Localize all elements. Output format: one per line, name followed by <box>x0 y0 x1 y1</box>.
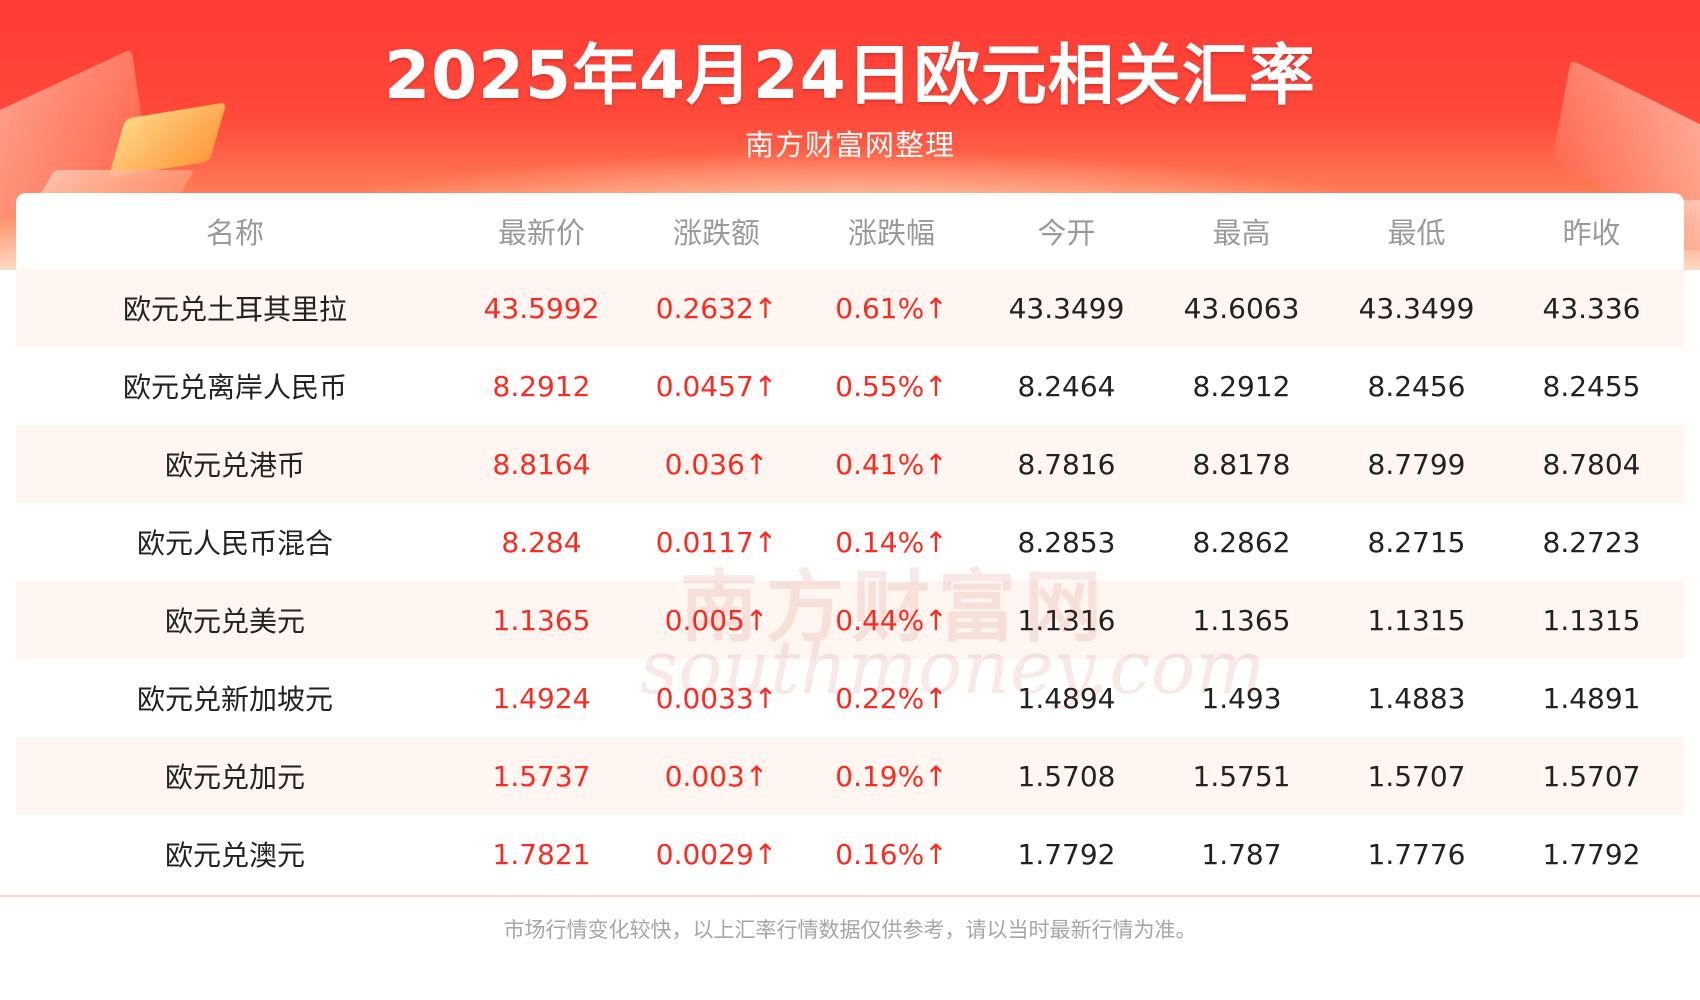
pair-name: 欧元兑离岸人民币 <box>122 371 347 404</box>
change-amount: 0.003↑ <box>664 759 769 793</box>
open-price: 8.2464 <box>1017 369 1116 403</box>
low-price: 8.2456 <box>1367 369 1466 403</box>
open-price: 1.4894 <box>1017 681 1116 715</box>
table-row: 欧元人民币混合 8.284 0.0117↑ 0.14%↑ 8.2853 8.28… <box>16 503 1684 581</box>
pair-name: 欧元兑新加坡元 <box>136 683 333 716</box>
low-price: 1.7776 <box>1367 837 1466 871</box>
header-latest: 最新价 <box>497 216 585 250</box>
high-price: 1.5751 <box>1192 759 1291 793</box>
latest-price: 1.5737 <box>492 759 591 793</box>
header-name: 名称 <box>205 216 264 250</box>
change-percent: 0.55%↑ <box>835 369 948 403</box>
footer-note: 市场行情变化较快，以上汇率行情数据仅供参考，请以当时最新行情为准。 <box>503 918 1197 942</box>
header-open: 今开 <box>1037 216 1096 250</box>
latest-price: 1.4924 <box>492 681 591 715</box>
latest-price: 43.5992 <box>483 291 600 325</box>
high-price: 43.6063 <box>1183 291 1300 325</box>
prev-close: 8.2455 <box>1542 369 1641 403</box>
latest-price: 1.7821 <box>492 837 591 871</box>
change-percent: 0.16%↑ <box>835 837 948 871</box>
low-price: 8.2715 <box>1367 525 1466 559</box>
rates-table: 名称 最新价 涨跌额 涨跌幅 今开 最高 最低 昨收 欧元兑土耳其里拉 43.5… <box>16 193 1684 895</box>
header-change-pct: 涨跌幅 <box>847 216 935 250</box>
open-price: 1.1316 <box>1017 603 1116 637</box>
high-price: 8.2912 <box>1192 369 1291 403</box>
change-amount: 0.036↑ <box>664 447 769 481</box>
table-row: 欧元兑港币 8.8164 0.036↑ 0.41%↑ 8.7816 8.8178… <box>16 425 1684 503</box>
latest-price: 8.284 <box>501 525 582 559</box>
low-price: 1.5707 <box>1367 759 1466 793</box>
change-percent: 0.44%↑ <box>835 603 948 637</box>
open-price: 43.3499 <box>1008 291 1125 325</box>
table-row: 欧元兑澳元 1.7821 0.0029↑ 0.16%↑ 1.7792 1.787… <box>16 815 1684 893</box>
change-amount: 0.005↑ <box>664 603 769 637</box>
prev-close: 1.1315 <box>1542 603 1641 637</box>
open-price: 8.2853 <box>1017 525 1116 559</box>
open-price: 8.7816 <box>1017 447 1116 481</box>
header-low: 最低 <box>1387 216 1446 250</box>
high-price: 8.2862 <box>1192 525 1291 559</box>
open-price: 1.7792 <box>1017 837 1116 871</box>
pair-name: 欧元兑土耳其里拉 <box>122 293 347 326</box>
low-price: 43.3499 <box>1358 291 1475 325</box>
high-price: 1.493 <box>1201 681 1282 715</box>
low-price: 1.1315 <box>1367 603 1466 637</box>
prev-close: 8.2723 <box>1542 525 1641 559</box>
change-amount: 0.0457↑ <box>655 369 778 403</box>
prev-close: 43.336 <box>1542 291 1641 325</box>
page-title: 2025年4月24日欧元相关汇率 <box>384 37 1316 114</box>
change-percent: 0.22%↑ <box>835 681 948 715</box>
change-amount: 0.0029↑ <box>655 837 778 871</box>
pair-name: 欧元兑澳元 <box>164 839 305 872</box>
change-percent: 0.19%↑ <box>835 759 948 793</box>
latest-price: 8.8164 <box>492 447 591 481</box>
table-row: 欧元兑土耳其里拉 43.5992 0.2632↑ 0.61%↑ 43.3499 … <box>16 269 1684 347</box>
high-price: 8.8178 <box>1192 447 1291 481</box>
latest-price: 8.2912 <box>492 369 591 403</box>
change-amount: 0.0033↑ <box>655 681 778 715</box>
pair-name: 欧元兑加元 <box>164 761 305 794</box>
high-price: 1.787 <box>1201 837 1282 871</box>
table-row: 欧元兑加元 1.5737 0.003↑ 0.19%↑ 1.5708 1.5751… <box>16 737 1684 815</box>
open-price: 1.5708 <box>1017 759 1116 793</box>
table-row: 欧元兑新加坡元 1.4924 0.0033↑ 0.22%↑ 1.4894 1.4… <box>16 659 1684 737</box>
change-percent: 0.41%↑ <box>835 447 948 481</box>
low-price: 1.4883 <box>1367 681 1466 715</box>
prev-close: 1.4891 <box>1542 681 1641 715</box>
change-percent: 0.61%↑ <box>835 291 948 325</box>
change-amount: 0.2632↑ <box>655 291 778 325</box>
latest-price: 1.1365 <box>492 603 591 637</box>
header-high: 最高 <box>1212 216 1271 250</box>
high-price: 1.1365 <box>1192 603 1291 637</box>
pair-name: 欧元兑港币 <box>164 449 305 482</box>
change-percent: 0.14%↑ <box>835 525 948 559</box>
header-prev-close: 昨收 <box>1562 216 1621 250</box>
prev-close: 8.7804 <box>1542 447 1641 481</box>
page-subtitle: 南方财富网整理 <box>744 128 955 162</box>
pair-name: 欧元人民币混合 <box>136 527 333 560</box>
header-change: 涨跌额 <box>672 216 760 250</box>
pair-name: 欧元兑美元 <box>164 605 305 638</box>
prev-close: 1.5707 <box>1542 759 1641 793</box>
table-header: 名称 最新价 涨跌额 涨跌幅 今开 最高 最低 昨收 <box>16 193 1684 269</box>
table-row: 欧元兑离岸人民币 8.2912 0.0457↑ 0.55%↑ 8.2464 8.… <box>16 347 1684 425</box>
table-row: 欧元兑美元 1.1365 0.005↑ 0.44%↑ 1.1316 1.1365… <box>16 581 1684 659</box>
prev-close: 1.7792 <box>1542 837 1641 871</box>
low-price: 8.7799 <box>1367 447 1466 481</box>
change-amount: 0.0117↑ <box>655 525 778 559</box>
divider <box>0 895 1700 897</box>
